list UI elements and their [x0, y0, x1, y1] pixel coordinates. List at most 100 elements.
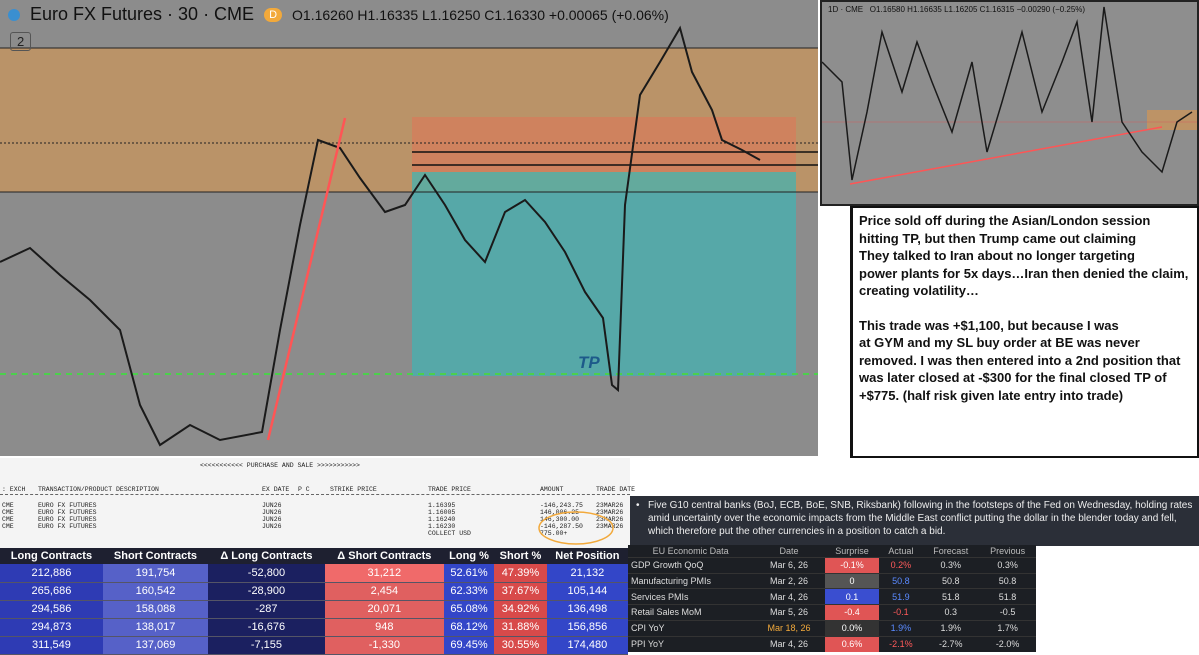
statement-cell: -146,243.75: [540, 502, 583, 509]
chart-header: Euro FX Futures · 30 · CME D O1.16260 H1…: [8, 4, 669, 25]
cell: -7,155: [208, 636, 325, 655]
statement-cell: EURO FX FUTURES: [38, 516, 97, 523]
statement-header: STRIKE PRICE: [330, 486, 377, 493]
price-trace: [0, 25, 761, 447]
statement-cell: 146,006.25: [540, 509, 580, 516]
cell: 138,017: [102, 618, 209, 637]
risk-zone: [412, 117, 796, 172]
inset-header: 1D · CME O1.16580 H1.16635 L1.16205 C1.1…: [828, 5, 1085, 14]
column-header: Forecast: [933, 545, 969, 556]
cell: 65.08%: [443, 600, 495, 619]
cell: 31,212: [324, 564, 444, 583]
cell: 51.8: [979, 588, 1036, 605]
cell: -16,676: [208, 618, 325, 637]
cell: 294,873: [0, 618, 103, 637]
cell: Mar 4, 26: [753, 588, 825, 605]
cell: 2,454: [324, 582, 444, 601]
reward-zone: [412, 172, 796, 376]
column-header: Actual: [888, 545, 914, 556]
cell: -0.5: [979, 604, 1036, 621]
data-row: 212,886 191,754 -52,800 31,212 52.61% 47.39% 2…: [0, 564, 628, 583]
cell: Mar 6, 26: [753, 556, 825, 573]
statement-header: AMOUNT: [540, 486, 564, 493]
cell: 0.3%: [979, 556, 1036, 573]
statement-header: TRADE PRICE: [428, 486, 471, 493]
cell: Mar 5, 26: [753, 604, 825, 621]
note-line: at GYM and my SL buy order at BE was nev…: [859, 335, 1140, 350]
note-line: power plants for 5x days…Iran then denie…: [859, 265, 1189, 281]
data-row: 294,586 158,088 -287 20,071 65.08% 34.92% 136,…: [0, 600, 628, 619]
column-header: Previous: [990, 545, 1026, 556]
news-bullet: • Five G10 central banks (BoJ, ECB, BoE, …: [630, 496, 1199, 546]
note-paragraph: This trade was +$1,100, but because I wa…: [859, 317, 1191, 405]
statement-cell: 1.16230: [428, 523, 456, 530]
note-line: was later closed at -$300 for the final …: [859, 370, 1167, 385]
cell: -1,330: [324, 636, 444, 655]
statement-cell: 146,300.00: [540, 516, 580, 523]
cell: -0.4: [824, 604, 880, 621]
statement-header: EX DATE: [262, 486, 290, 493]
cell: 311,549: [0, 636, 103, 655]
data-row: 294,873 138,017 -16,676 948 68.12% 31.88% 156,…: [0, 618, 628, 637]
data-row: 311,549 137,069 -7,155 -1,330 69.45% 30.55% 17…: [0, 636, 628, 655]
cell: 156,856: [546, 618, 628, 637]
statement-cell: JUN26: [262, 509, 282, 516]
inset-drawing: [822, 6, 1197, 185]
statement-cell: 23MAR26: [596, 502, 624, 509]
highlight-circle: [538, 511, 614, 545]
cell: 50.8: [979, 572, 1036, 589]
cell: -2.7%: [922, 635, 980, 652]
cell: 105,144: [546, 582, 628, 601]
column-header: Surprise: [835, 545, 869, 556]
ohlc: O1.16260 H1.16335 L1.16250 C1.16330 +0.0…: [292, 6, 669, 23]
cell: Mar 4, 26: [753, 635, 825, 652]
column-header: Date: [779, 545, 799, 556]
column-header: Short Contracts: [102, 548, 209, 564]
zone: [1147, 110, 1197, 130]
dropdown[interactable]: 2: [10, 32, 32, 51]
statement-cell: CME: [2, 502, 14, 509]
cell: 62.33%: [443, 582, 495, 601]
cell: -2.0%: [979, 635, 1036, 652]
statement-cell: CME: [2, 523, 14, 530]
cell: Mar 2, 26: [753, 572, 825, 589]
note-line: removed. I was then entered into a 2nd p…: [859, 352, 1181, 368]
trend-line: [849, 126, 1163, 185]
statement-cell: JUN26: [262, 523, 282, 530]
statement-cell: EURO FX FUTURES: [38, 509, 97, 516]
data-row: CPI YoY Mar 18, 26 0.0% 1.9% 1.9% 1.7%: [628, 619, 1036, 637]
bullet-dot: •: [636, 500, 640, 511]
price-chart: TP Euro FX Futures · 30 · CME D O1.16260…: [0, 0, 818, 456]
tp-label: TP: [578, 353, 600, 372]
cell: 47.39%: [494, 564, 547, 583]
note-line: hitting TP, but then Trump came out clai…: [859, 230, 1137, 246]
cell: GDP Growth QoQ: [628, 556, 754, 573]
statement-cell: CME: [2, 516, 14, 523]
cell: 1.9%: [879, 619, 923, 637]
collect-label: COLLECT USD: [428, 530, 471, 537]
statement-cell: JUN26: [262, 502, 282, 509]
cell: -28,900: [208, 582, 325, 601]
data-row: Services PMIs Mar 4, 26 0.1 51.9 51.8 51.8: [628, 588, 1036, 605]
column-header: Δ Long Contracts: [208, 548, 325, 564]
trade-note: Price sold off during the Asian/London s…: [850, 206, 1199, 458]
cell: 191,754: [102, 564, 209, 583]
cell: Retail Sales MoM: [628, 604, 754, 621]
statement-cell: 1.16395: [428, 502, 456, 509]
statement-cell: 23MAR26: [596, 523, 624, 530]
inset-ohlc: O1.16580 H1.16635 L1.16205 C1.16315 −0.0…: [869, 5, 1086, 14]
statement-header: TRADE DATE: [596, 486, 636, 493]
cell: Services PMIs: [628, 588, 754, 605]
statement-cell: 1.16005: [428, 509, 456, 516]
cell: 1.9%: [922, 619, 980, 637]
cell: 137,069: [102, 636, 209, 655]
cell: 0.2%: [879, 556, 923, 573]
bullet-text: Five G10 central banks (BoJ, ECB, BoE, S…: [648, 500, 1193, 537]
header-row: Long Contracts Short Contracts Δ Long Cont…: [0, 548, 628, 564]
cell: 30.55%: [494, 636, 547, 655]
cell: -287: [208, 600, 325, 619]
cell: -0.1: [879, 604, 923, 621]
cell: 212,886: [0, 564, 103, 583]
cell: -52,800: [208, 564, 325, 583]
